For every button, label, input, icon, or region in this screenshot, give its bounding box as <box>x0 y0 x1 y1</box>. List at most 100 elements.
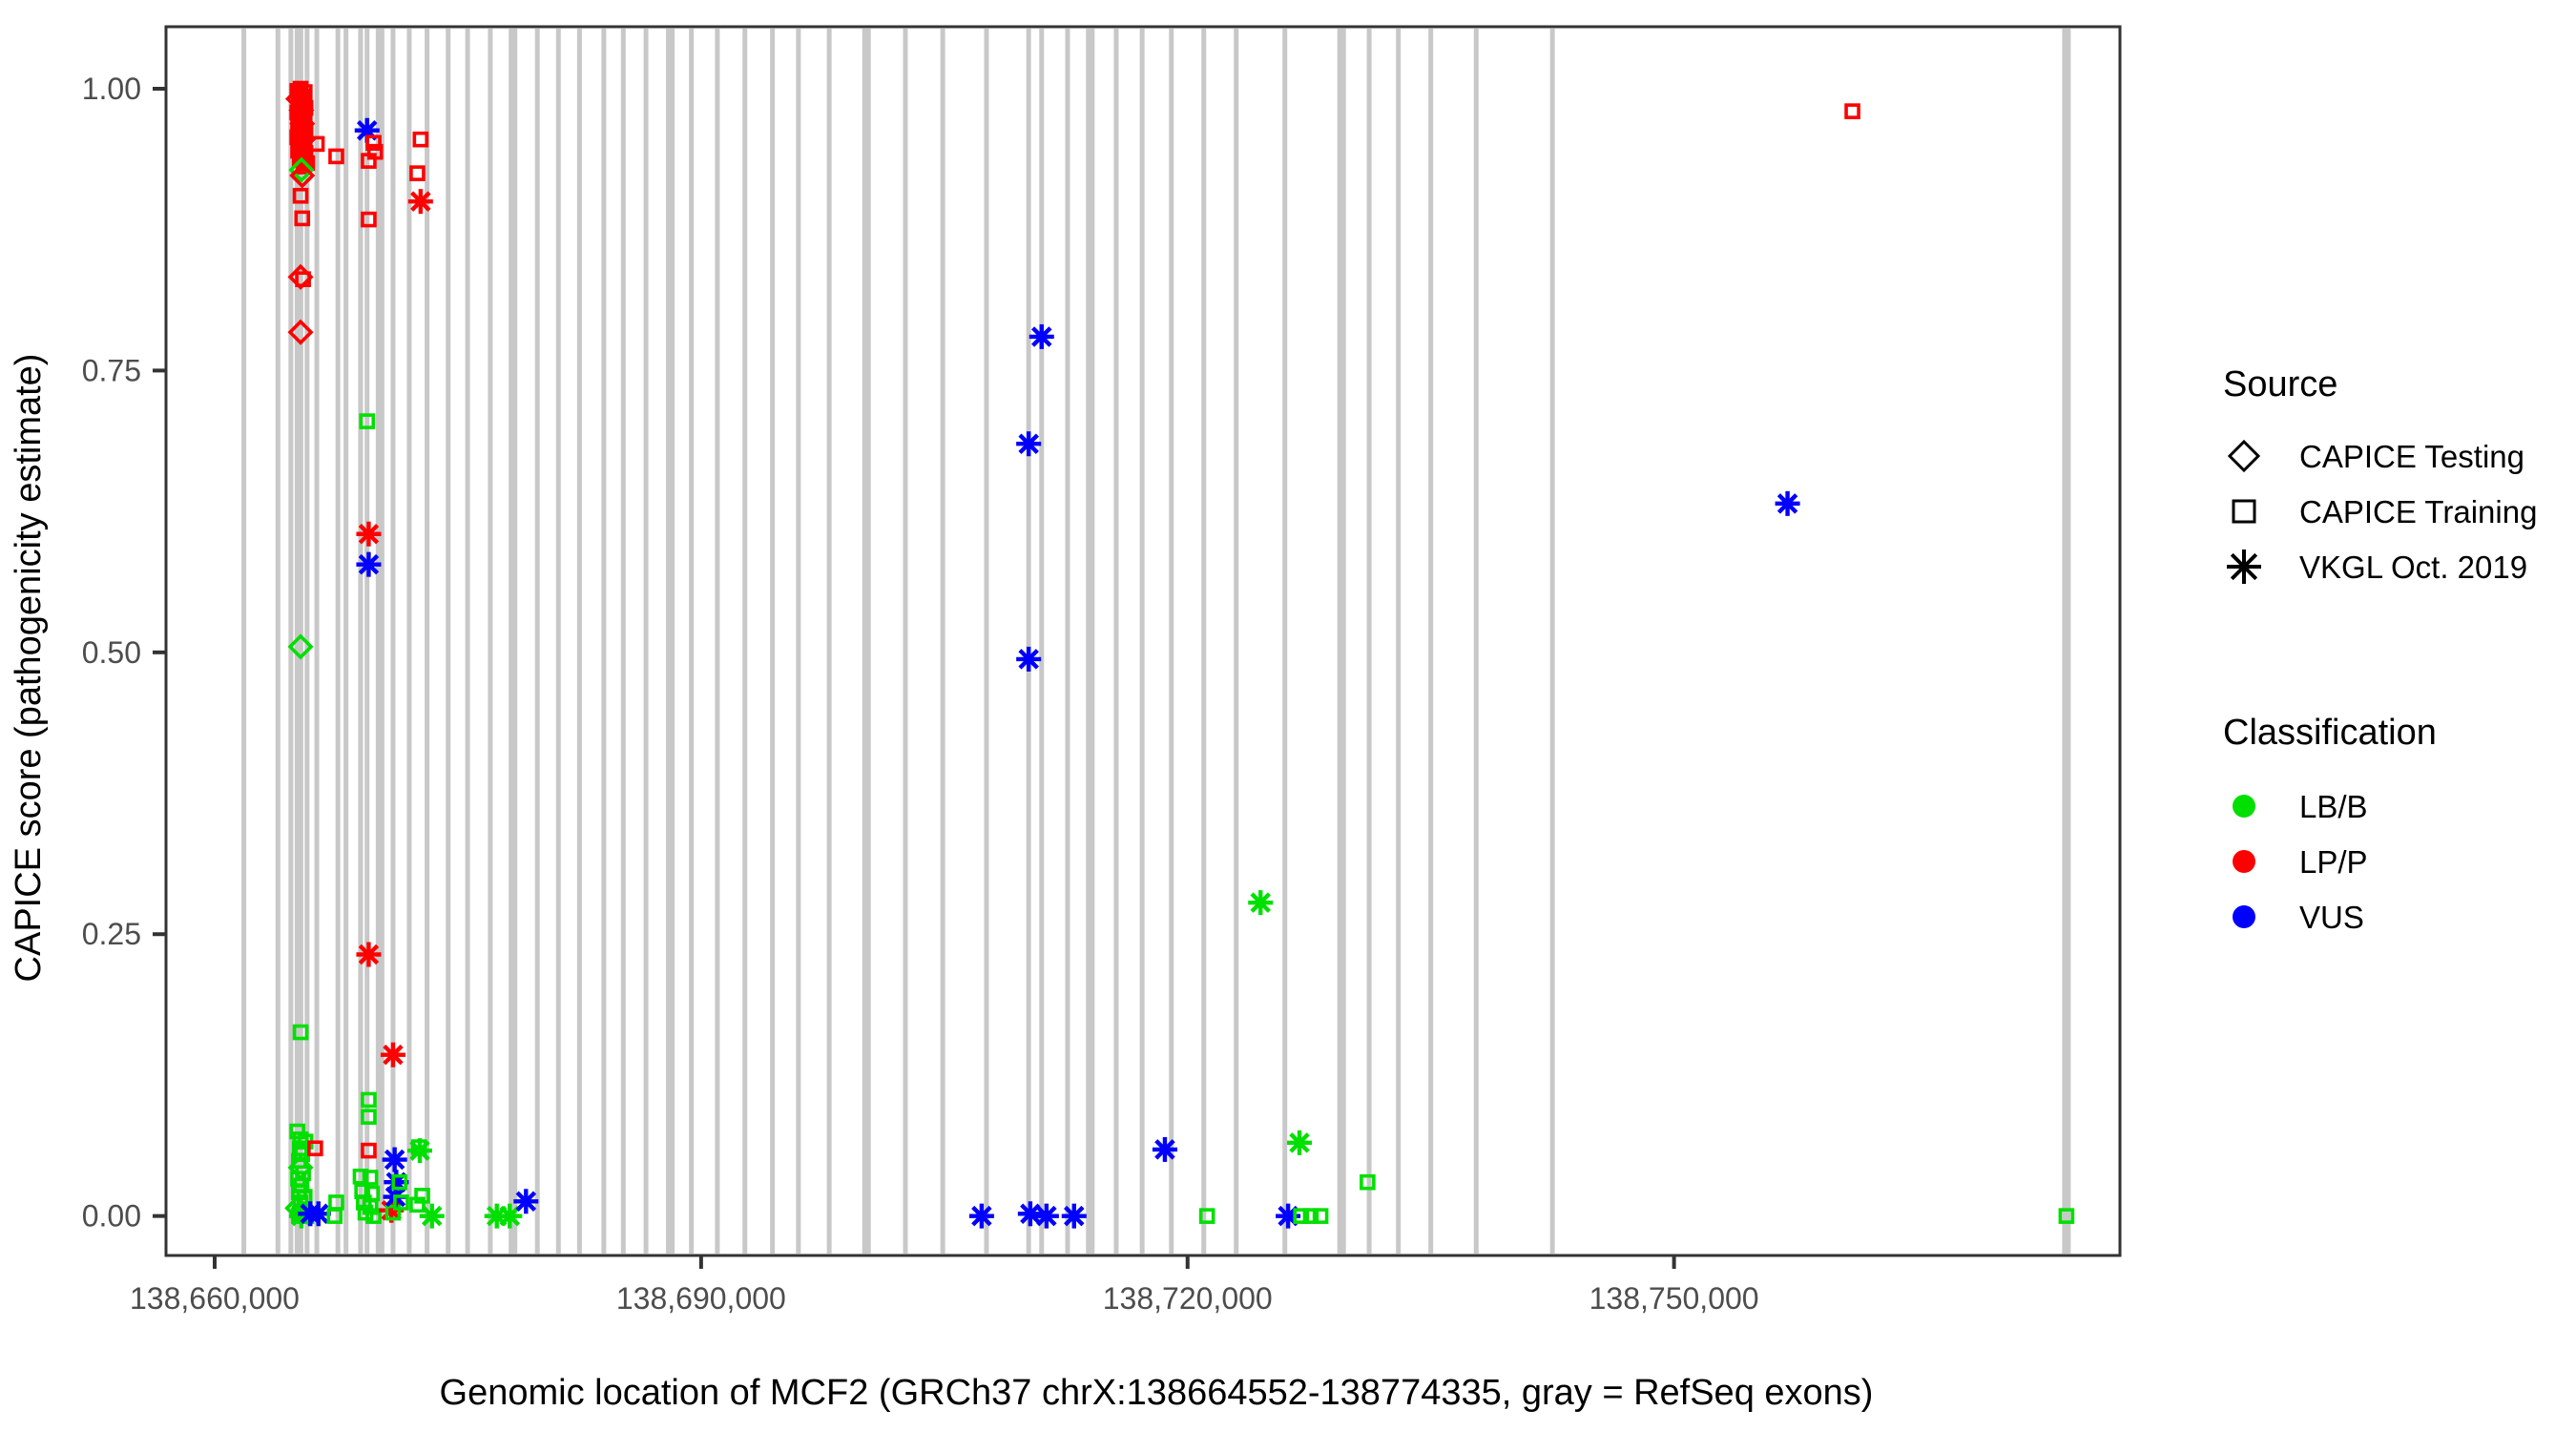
point-asterisk <box>305 1201 331 1227</box>
y-axis-ticks: 0.00 0.25 0.50 0.75 1.00 <box>82 72 166 1234</box>
diamond-icon <box>2227 439 2261 473</box>
point-square <box>361 153 377 169</box>
point-square <box>2058 1208 2075 1224</box>
point-asterisk <box>1028 323 1054 349</box>
point-asterisk <box>1248 890 1274 916</box>
legend-source-item[interactable]: VKGL Oct. 2019 <box>2227 550 2527 585</box>
x-tick-label: 138,690,000 <box>616 1281 786 1316</box>
point-asterisk <box>380 1042 405 1068</box>
point-square <box>391 1173 408 1191</box>
legend-classification-label: LB/B <box>2299 789 2368 824</box>
color-dot-icon <box>2233 795 2255 818</box>
point-asterisk <box>497 1203 523 1229</box>
color-dot-icon <box>2233 905 2255 928</box>
point-square <box>365 1208 382 1224</box>
x-axis-ticks: 138,660,000 138,690,000 138,720,000 138,750… <box>130 1255 1759 1316</box>
legend-classification-item[interactable]: LP/P <box>2233 844 2368 880</box>
point-asterisk <box>1061 1203 1087 1229</box>
x-tick-label: 138,750,000 <box>1589 1281 1759 1316</box>
point-square <box>328 148 344 165</box>
point-diamond <box>287 633 314 660</box>
exon-lines-group <box>241 29 2071 1254</box>
point-square <box>414 1188 430 1204</box>
legend: Source CAPICE Testing CAPICE Training VKGL… <box>2223 364 2537 935</box>
square-icon <box>2232 499 2256 524</box>
point-square <box>409 165 426 181</box>
point-asterisk <box>419 1203 445 1229</box>
point-square <box>384 1204 402 1221</box>
legend-source-label: CAPICE Training <box>2299 494 2537 529</box>
point-square <box>292 1024 309 1041</box>
point-asterisk <box>356 551 382 577</box>
point-square <box>361 1142 377 1159</box>
legend-classification-title: Classification <box>2223 713 2437 753</box>
y-tick-label: 1.00 <box>82 72 141 106</box>
point-square <box>362 1170 379 1186</box>
y-tick-label: 0.75 <box>82 353 141 387</box>
legend-source-label: VKGL Oct. 2019 <box>2299 550 2527 585</box>
data-points-group <box>284 80 2075 1229</box>
legend-classification-item[interactable]: LB/B <box>2233 789 2368 824</box>
y-tick-label: 0.25 <box>82 917 141 951</box>
legend-source-item[interactable]: CAPICE Testing <box>2227 439 2524 474</box>
point-asterisk <box>382 1147 407 1172</box>
point-square <box>1844 103 1860 119</box>
color-dot-icon <box>2233 850 2255 873</box>
point-asterisk <box>1016 646 1042 672</box>
point-asterisk <box>1016 431 1042 457</box>
legend-classification-items: LB/B LP/P VUS <box>2233 789 2368 935</box>
point-square <box>292 187 309 204</box>
point-asterisk <box>407 189 433 215</box>
point-asterisk <box>1276 1203 1301 1229</box>
legend-source-title: Source <box>2223 364 2337 404</box>
point-diamond <box>287 319 314 345</box>
point-square <box>1198 1208 1215 1224</box>
plot-panel <box>164 25 2122 1257</box>
legend-source-item[interactable]: CAPICE Training <box>2232 494 2537 529</box>
x-tick-label: 138,720,000 <box>1103 1281 1273 1316</box>
point-square <box>361 1109 377 1125</box>
point-square <box>352 1168 369 1185</box>
point-asterisk <box>1775 490 1800 516</box>
legend-source-label: CAPICE Testing <box>2299 439 2524 474</box>
point-asterisk <box>406 1138 432 1164</box>
point-square <box>361 1091 377 1109</box>
point-asterisk <box>513 1189 539 1214</box>
point-asterisk <box>356 521 382 547</box>
point-asterisk <box>968 1203 994 1229</box>
point-square <box>359 413 376 429</box>
point-square <box>1312 1208 1329 1224</box>
point-asterisk <box>1152 1136 1177 1162</box>
y-axis-title: CAPICE score (pathogenicity estimate) <box>9 354 49 983</box>
point-asterisk <box>1287 1130 1313 1155</box>
point-square <box>361 211 377 228</box>
point-square <box>1293 1208 1310 1224</box>
legend-classification-label: LP/P <box>2299 844 2368 880</box>
point-square <box>393 1194 409 1211</box>
point-square <box>357 1204 374 1221</box>
y-tick-label: 0.50 <box>82 635 141 670</box>
x-axis-title: Genomic location of MCF2 (GRCh37 chrX:13… <box>440 1373 1874 1413</box>
legend-classification-item[interactable]: VUS <box>2233 900 2364 935</box>
point-square <box>308 135 325 153</box>
point-square <box>1302 1208 1319 1224</box>
asterisk-icon <box>2227 550 2261 584</box>
point-square <box>328 1194 344 1211</box>
x-tick-label: 138,660,000 <box>130 1281 300 1316</box>
point-square <box>412 131 429 148</box>
point-square <box>365 135 382 152</box>
point-square <box>307 1140 323 1157</box>
point-asterisk <box>1033 1203 1059 1229</box>
y-tick-label: 0.00 <box>82 1199 141 1234</box>
point-square <box>295 271 311 287</box>
point-asterisk <box>1017 1201 1043 1227</box>
point-diamond <box>288 156 315 183</box>
point-square <box>1360 1173 1376 1191</box>
point-asterisk <box>356 942 382 967</box>
point-square <box>294 210 311 227</box>
legend-source-items: CAPICE Testing CAPICE Training VKGL Oct. 2… <box>2227 439 2537 585</box>
point-diamond <box>289 162 316 189</box>
legend-classification-label: VUS <box>2299 900 2364 935</box>
